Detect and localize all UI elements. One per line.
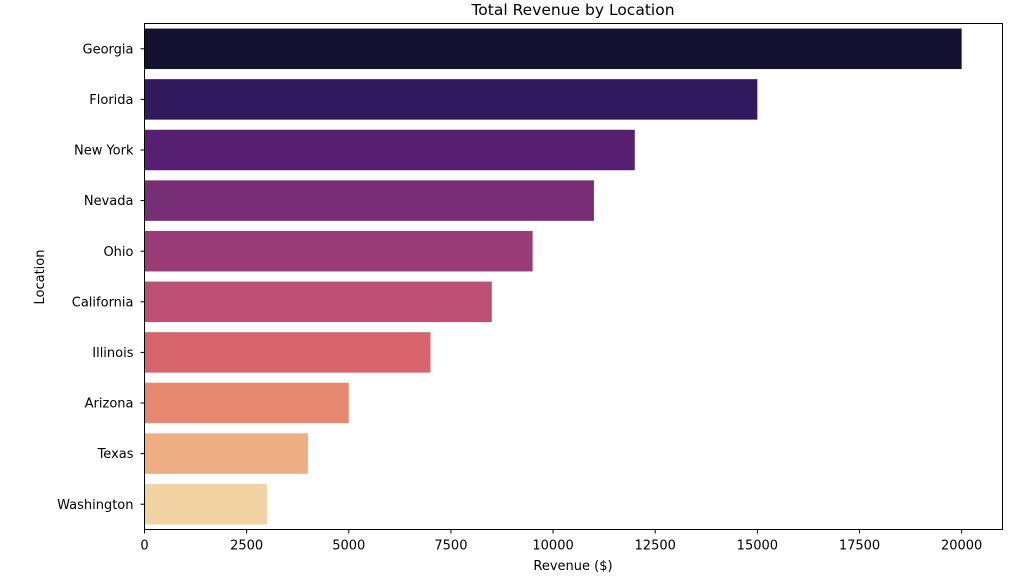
y-tick-label: New York — [74, 144, 134, 159]
x-tick-label: 7500 — [434, 539, 467, 554]
x-tick-label: 10000 — [532, 539, 573, 554]
y-tick-label: California — [72, 295, 134, 310]
x-tick-label: 17500 — [839, 539, 880, 554]
x-axis-ticks: 0 2500 5000 7500 10000 12500 15000 17500 20000 — [140, 529, 982, 554]
x-tick-label: 20000 — [941, 539, 982, 554]
bar-nevada — [144, 180, 594, 221]
x-axis-title: Revenue ($) — [533, 559, 612, 574]
y-tick-label: Ohio — [103, 245, 133, 260]
y-tick-label: Texas — [97, 447, 134, 462]
y-tick-label: Nevada — [84, 194, 134, 209]
bars-group — [144, 28, 962, 525]
bar-georgia — [144, 28, 962, 70]
bar-washington — [144, 483, 268, 525]
y-tick-label: Arizona — [85, 397, 134, 412]
x-tick-label: 15000 — [737, 539, 778, 554]
bar-florida — [144, 79, 758, 120]
y-tick-label: Georgia — [83, 42, 134, 57]
y-tick-label: Florida — [89, 93, 133, 108]
y-axis-ticks: Georgia Florida New York Nevada Ohio Californ… — [57, 42, 145, 513]
bar-new-york — [144, 129, 635, 171]
y-axis-title: Location — [33, 250, 48, 305]
x-tick-label: 0 — [140, 539, 148, 554]
bar-arizona — [144, 382, 349, 424]
plot-frame — [144, 23, 1003, 530]
bar-california — [144, 281, 492, 323]
y-tick-label: Washington — [57, 498, 133, 513]
bar-illinois — [144, 332, 431, 373]
chart-title: Total Revenue by Location — [470, 1, 674, 19]
x-tick-label: 12500 — [635, 539, 676, 554]
bar-ohio — [144, 230, 533, 272]
y-tick-label: Illinois — [92, 346, 133, 361]
x-tick-label: 5000 — [332, 539, 365, 554]
bar-texas — [144, 433, 308, 474]
x-tick-label: 2500 — [230, 539, 263, 554]
